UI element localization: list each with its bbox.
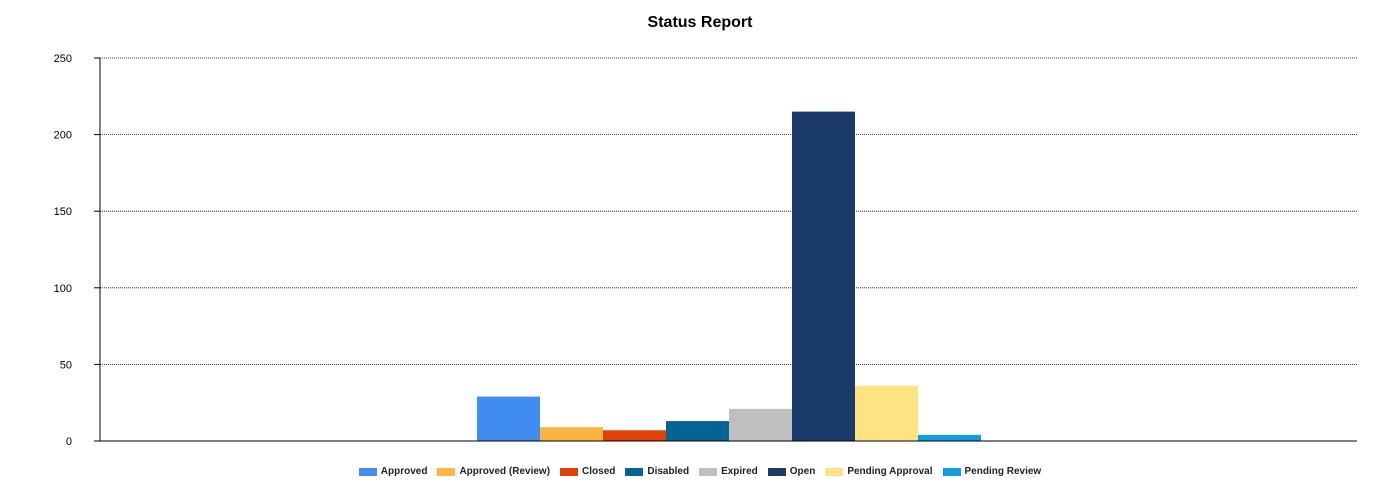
y-tick-label: 200 xyxy=(54,130,72,142)
bar-pending-approval xyxy=(855,385,918,441)
y-tick-label: 0 xyxy=(66,436,72,448)
legend-label: Approved (Review) xyxy=(459,466,551,477)
legend: Approved Approved (Review) Closed Disabled E… xyxy=(0,466,1400,477)
legend-label: Pending Approval xyxy=(847,466,933,477)
legend-item-approved-review: Approved (Review) xyxy=(437,466,550,477)
legend-item-pending-approval: Pending Approval xyxy=(825,466,933,477)
legend-label: Expired xyxy=(721,466,758,477)
legend-label: Closed xyxy=(582,466,616,477)
bars xyxy=(477,111,981,442)
y-tick-label: 100 xyxy=(54,283,72,295)
y-tick-label: 50 xyxy=(60,359,72,371)
gridlines xyxy=(100,57,1357,365)
legend-swatch xyxy=(437,467,456,476)
legend-swatch xyxy=(625,467,644,476)
axes: 0 50 100 150 200 250 xyxy=(54,53,1357,448)
y-tick-label: 150 xyxy=(54,206,72,218)
legend-item-pending-review: Pending Review xyxy=(942,466,1042,477)
bar-pending-review xyxy=(918,434,981,441)
chart-title: Status Report xyxy=(647,14,753,31)
bar-closed xyxy=(603,430,666,441)
legend-swatch xyxy=(942,467,961,476)
legend-swatch xyxy=(825,467,844,476)
legend-item-closed: Closed xyxy=(560,466,615,477)
legend-swatch xyxy=(699,467,718,476)
bar-open xyxy=(792,111,855,442)
legend-item-open: Open xyxy=(767,466,816,477)
legend-swatch xyxy=(560,467,579,476)
legend-item-approved: Approved xyxy=(358,466,428,477)
legend-swatch xyxy=(358,467,377,476)
bar-expired xyxy=(729,408,792,441)
legend-item-expired: Expired xyxy=(699,466,758,477)
legend-label: Open xyxy=(789,466,816,477)
legend-swatch xyxy=(767,467,786,476)
legend-label: Pending Review xyxy=(964,466,1042,477)
legend-label: Approved xyxy=(380,466,428,477)
bar-approved xyxy=(477,396,540,441)
bar-disabled xyxy=(666,421,729,441)
bar-approved-review xyxy=(540,427,603,441)
legend-label: Disabled xyxy=(647,466,690,477)
legend-item-disabled: Disabled xyxy=(625,466,689,477)
y-tick-label: 250 xyxy=(54,53,72,65)
